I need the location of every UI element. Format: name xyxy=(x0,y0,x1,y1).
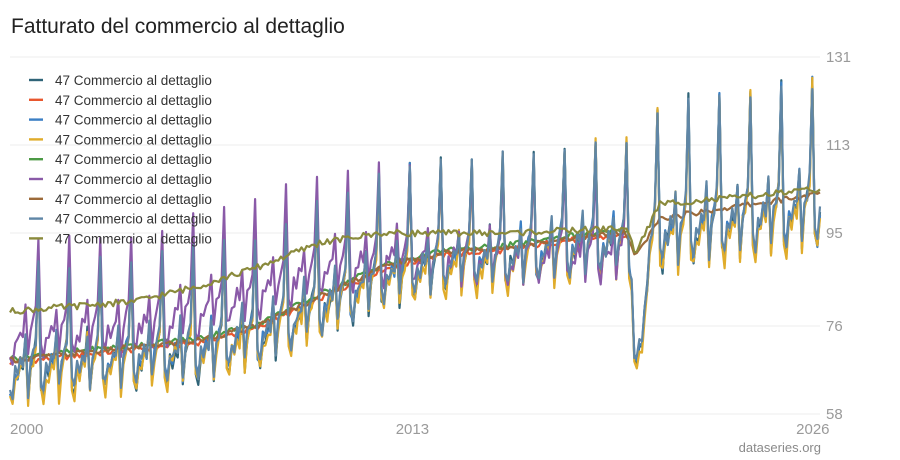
source-credit: dataseries.org xyxy=(738,440,821,455)
legend-label: 47 Commercio al dettaglio xyxy=(55,93,212,108)
x-tick-label: 2026 xyxy=(796,421,829,438)
y-tick-label: 113 xyxy=(826,137,850,154)
legend-label: 47 Commercio al dettaglio xyxy=(55,212,212,227)
series-layer xyxy=(8,75,822,407)
legend-label: 47 Commercio al dettaglio xyxy=(55,192,212,207)
chart-title: Fatturato del commercio al dettaglio xyxy=(11,15,345,38)
legend-label: 47 Commercio al dettaglio xyxy=(55,231,212,246)
series-line-9 xyxy=(9,186,821,315)
legend-label: 47 Commercio al dettaglio xyxy=(55,73,212,88)
x-tick-label: 2000 xyxy=(10,421,43,438)
y-tick-label: 76 xyxy=(826,318,843,335)
y-axis-ticks: 58 76 95 113 131 xyxy=(826,49,851,423)
x-axis-ticks: 2000 2013 2026 xyxy=(10,421,830,438)
legend-label: 47 Commercio al dettaglio xyxy=(55,172,212,187)
y-tick-label: 58 xyxy=(826,406,843,423)
legend-label: 47 Commercio al dettaglio xyxy=(55,132,212,147)
series-line-8 xyxy=(8,85,822,401)
x-tick-label: 2013 xyxy=(396,421,429,438)
legend: 47 Commercio al dettaglio 47 Commercio al… xyxy=(29,73,212,246)
legend-label: 47 Commercio al dettaglio xyxy=(55,152,212,167)
y-tick-label: 95 xyxy=(826,225,843,242)
y-tick-label: 131 xyxy=(826,49,851,66)
grid-lines xyxy=(10,56,820,415)
legend-label: 47 Commercio al dettaglio xyxy=(55,113,212,128)
